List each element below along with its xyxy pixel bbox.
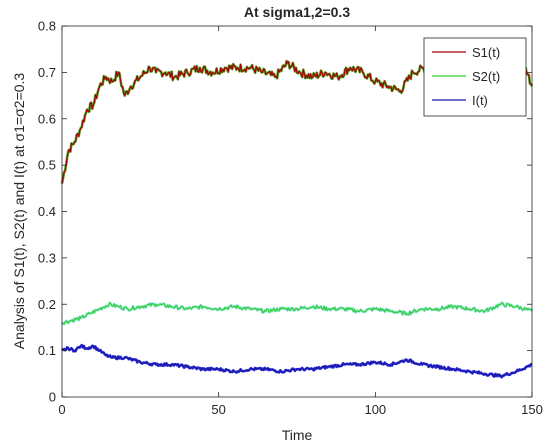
y-tick-label: 0.7: [38, 65, 56, 80]
legend-label-s2t: S2(t): [472, 69, 500, 84]
y-tick-label: 0.3: [38, 250, 56, 265]
legend: S1(t) S2(t) I(t): [423, 37, 527, 117]
y-tick-label: 0.5: [38, 158, 56, 173]
chart-title: At sigma1,2=0.3: [244, 4, 350, 20]
y-tick-label: 0.4: [38, 204, 56, 219]
x-tick-label: 150: [521, 402, 543, 417]
x-tick-label: 100: [364, 402, 386, 417]
y-tick-label: 0: [49, 390, 56, 405]
y-tick-label: 0.6: [38, 111, 56, 126]
y-tick-label: 0.1: [38, 343, 56, 358]
legend-label-it: I(t): [472, 93, 488, 108]
x-tick-label: 0: [58, 402, 65, 417]
y-tick-label: 0.2: [38, 297, 56, 312]
legend-box: [423, 37, 527, 117]
ticks-layer: 0 50 100 150 0 0.1 0.2 0.3 0.4 0.5 0.6 0.7 0.8: [38, 19, 543, 418]
x-tick-label: 50: [211, 402, 225, 417]
y-tick-label: 0.8: [38, 19, 56, 34]
legend-label-s1t: S1(t): [472, 45, 500, 60]
series-line-s2t: [61, 302, 533, 325]
y-axis-label: Analysis of S1(t), S2(t) and I(t) at σ1=…: [11, 73, 27, 350]
series-line-it: [61, 344, 533, 378]
x-axis-label: Time: [282, 427, 313, 443]
